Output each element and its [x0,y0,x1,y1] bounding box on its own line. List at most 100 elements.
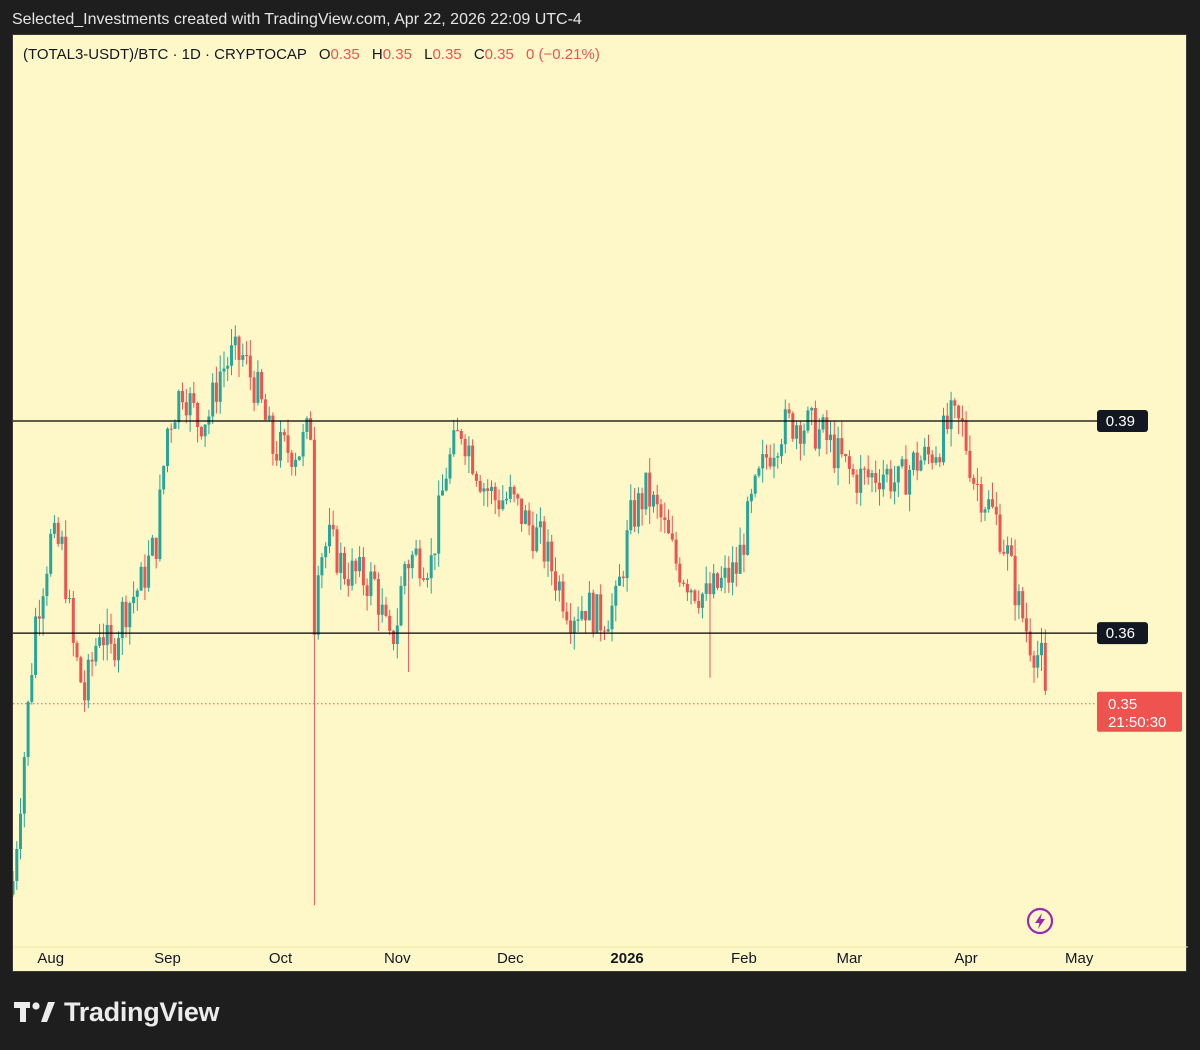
candle-body [787,409,791,414]
close-label: C [473,46,485,63]
candle-body [143,566,147,588]
candle-body [15,849,19,881]
candle-body [135,590,139,597]
candle-body [41,596,45,619]
candle-body [889,468,893,492]
x-tick-label: Apr [954,950,977,967]
candle-body [942,415,945,463]
candle-body [388,615,392,631]
candle-body [987,499,991,510]
candle-body [829,434,832,441]
candle-body [128,603,132,628]
lightning-icon-ring [1026,907,1054,935]
candle-body [550,541,554,572]
candle-body [753,475,757,494]
candle-body [881,474,885,490]
candle-body [591,592,595,633]
candle-body [772,457,776,467]
candle-body [407,564,411,569]
candle-body [557,581,561,591]
candle-body [896,466,900,483]
candle-body [320,557,324,576]
tradingview-brand: TradingView [14,994,220,1030]
candle-body [68,598,71,600]
candle-body [655,494,659,505]
candle-body [584,611,588,621]
candle-body [689,590,693,593]
candle-body [101,637,105,646]
candle-body [810,408,814,411]
candle-body [659,504,663,518]
candle-body [60,536,64,544]
candle-body [173,422,177,429]
candle-body [109,625,113,644]
candle-body [441,490,444,496]
candle-body [572,620,576,633]
candle-body [49,533,53,574]
candle-body [862,468,866,470]
candle-body [979,484,983,513]
candle-body [949,400,953,430]
candle-body [542,521,546,562]
candle-body [802,430,806,444]
candle-body [456,430,459,432]
candle-body [768,457,772,467]
candle-body [535,527,539,552]
candle-body [704,583,708,594]
candle-body [821,417,825,430]
lightning-bolt-icon[interactable] [1026,907,1054,935]
candle-body [708,583,712,595]
tradingview-logo-icon [14,1002,55,1022]
open-label: O [318,46,331,63]
bar-countdown-label: 21:50:30 [1108,714,1166,731]
candle-body [369,571,373,596]
x-tick-label: Dec [497,950,524,967]
chart-pane[interactable]: 0.39 0.36 0.35 21:50:30 Aug Sep Oct Nov Dec 2026 F… [12,34,1188,973]
candle-body [399,585,403,626]
candle-body [147,555,151,588]
low-label: L [424,46,433,63]
candle-body [19,813,22,849]
candle-body [64,536,68,600]
candle-body [312,439,316,635]
candle-body [113,643,117,661]
close-value: 0.35 [484,46,514,63]
candle-body [900,459,904,467]
candle-body [90,659,94,662]
candle-body [463,438,467,457]
candle-body [1032,655,1036,668]
candle-body [214,382,218,402]
candle-body [410,554,414,569]
candle-body [230,345,233,366]
candle-body [719,577,723,588]
candle-body [885,468,889,475]
candle-body [991,499,994,507]
candle-body [376,578,380,615]
candle-body [776,456,780,458]
candle-body [222,368,226,372]
candle-body [621,576,625,579]
low-value: 0.35 [432,46,462,63]
candle-body [478,480,482,492]
candle-body [520,498,524,524]
candle-body [117,638,120,661]
candle-body [324,546,328,558]
candle-body [26,701,30,757]
candle-body [71,598,75,643]
candle-body [674,539,678,564]
candle-body [124,601,128,628]
candle-body [975,483,979,485]
candle-body [780,444,783,457]
candle-body [429,555,433,579]
candle-body [855,474,859,493]
candle-body [983,509,987,513]
candle-body [595,594,599,633]
candle-body [474,473,478,481]
candle-body [693,590,697,601]
candle-body [538,521,542,528]
candle-body [75,642,79,658]
candle-body [972,478,976,484]
candle-body [640,493,644,510]
candle-body [305,418,309,432]
